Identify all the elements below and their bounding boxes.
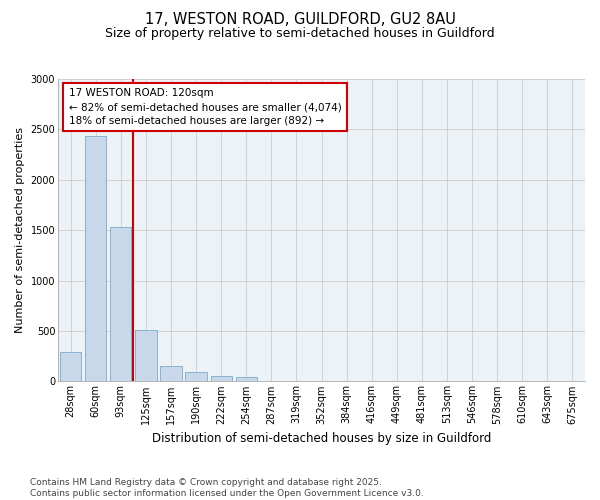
Bar [110,227,131,382]
Bar [211,376,232,382]
Bar [85,136,106,382]
Bar [185,372,207,382]
Text: 17 WESTON ROAD: 120sqm
← 82% of semi-detached houses are smaller (4,074)
18% of : 17 WESTON ROAD: 120sqm ← 82% of semi-det… [68,88,341,126]
Text: 17, WESTON ROAD, GUILDFORD, GU2 8AU: 17, WESTON ROAD, GUILDFORD, GU2 8AU [145,12,455,28]
Text: Contains HM Land Registry data © Crown copyright and database right 2025.
Contai: Contains HM Land Registry data © Crown c… [30,478,424,498]
Bar [236,378,257,382]
X-axis label: Distribution of semi-detached houses by size in Guildford: Distribution of semi-detached houses by … [152,432,491,445]
Text: Size of property relative to semi-detached houses in Guildford: Size of property relative to semi-detach… [105,28,495,40]
Bar [160,366,182,382]
Bar [135,330,157,382]
Bar [60,352,81,382]
Y-axis label: Number of semi-detached properties: Number of semi-detached properties [15,127,25,333]
